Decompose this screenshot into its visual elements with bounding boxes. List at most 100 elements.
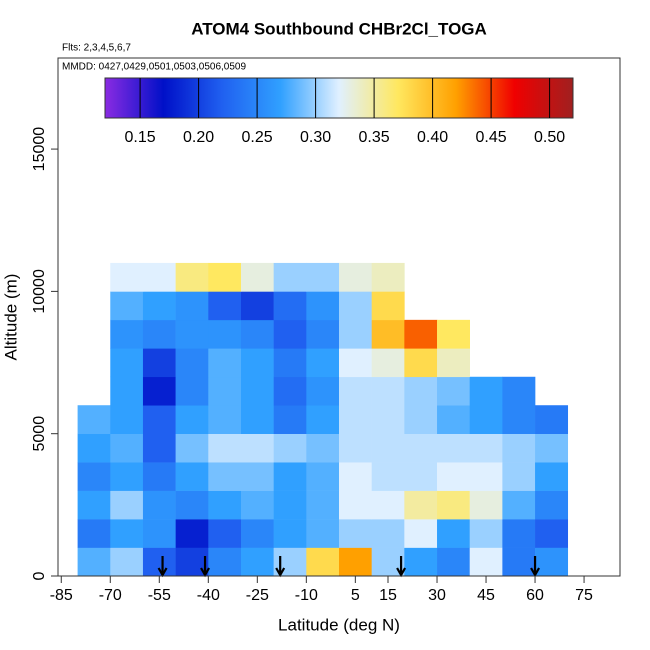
- heatmap-cell: [502, 433, 536, 463]
- heatmap-cell: [142, 291, 176, 321]
- heatmap-cell: [469, 490, 503, 520]
- heatmap-cell: [77, 433, 111, 463]
- heatmap-cell: [208, 376, 242, 406]
- heatmap-cell: [175, 348, 209, 378]
- heatmap-cell: [371, 490, 405, 520]
- x-tick-label: -55: [148, 587, 171, 604]
- heatmap-cell: [240, 462, 274, 491]
- heatmap-cell: [535, 490, 569, 520]
- heatmap-cell: [306, 490, 340, 520]
- y-tick-label: 10000: [31, 269, 48, 314]
- heatmap-cell: [339, 547, 372, 577]
- heatmap-cell: [110, 348, 144, 378]
- heatmap-cell: [404, 547, 438, 577]
- heatmap-cell: [306, 462, 340, 491]
- x-tick-label: 30: [428, 587, 446, 604]
- heatmap-cell: [371, 405, 405, 434]
- heatmap-cell: [437, 405, 470, 434]
- heatmap-cell: [208, 547, 242, 577]
- heatmap-cell: [404, 462, 438, 491]
- heatmap-cell: [404, 433, 438, 463]
- colorbar-tick-label: 0.50: [534, 129, 565, 146]
- heatmap-cell: [502, 405, 536, 434]
- heatmap-cell: [404, 348, 438, 378]
- heatmap-cell: [306, 405, 340, 434]
- heatmap-cell: [273, 490, 307, 520]
- heatmap-cell: [339, 319, 372, 349]
- heatmap-cell: [142, 262, 176, 292]
- colorbar: [104, 77, 574, 119]
- heatmap-cell: [110, 490, 144, 520]
- subtitle: Flts: 2,3,4,5,6,7: [62, 43, 131, 54]
- heatmap-cell: [240, 319, 274, 349]
- heatmap-cell: [469, 519, 503, 548]
- colorbar-tick-label: 0.35: [359, 129, 390, 146]
- heatmap-cell: [110, 547, 144, 577]
- heatmap-cell: [371, 291, 405, 321]
- x-tick-label: 60: [526, 587, 544, 604]
- x-axis-label: Latitude (deg N): [278, 615, 400, 634]
- heatmap-cell: [306, 262, 340, 292]
- heatmap-cell: [437, 490, 470, 520]
- heatmap-cell: [208, 490, 242, 520]
- heatmap-cell: [535, 519, 569, 548]
- colorbar-tick-label: 0.30: [300, 129, 331, 146]
- heatmap-cell: [110, 376, 144, 406]
- x-tick-label: 5: [351, 587, 360, 604]
- heatmap-cell: [77, 547, 111, 577]
- arrow: [275, 556, 286, 578]
- heatmap-cell: [339, 490, 372, 520]
- heatmap-cell: [208, 291, 242, 321]
- x-tick-label: -85: [50, 587, 73, 604]
- heatmap-cell: [208, 462, 242, 491]
- heatmap-cell: [77, 490, 111, 520]
- heatmap-cell: [240, 490, 274, 520]
- x-tick-label: -70: [99, 587, 122, 604]
- heatmap-cell: [142, 405, 176, 434]
- heatmap-cell: [240, 376, 274, 406]
- heatmap-cell: [175, 291, 209, 321]
- x-tick-label: 15: [379, 587, 397, 604]
- heatmap-cell: [306, 519, 340, 548]
- heatmap-cell: [437, 519, 470, 548]
- heatmap-cell: [175, 490, 209, 520]
- heatmap-cell: [240, 291, 274, 321]
- annotation: MMDD: 0427,0429,0501,0503,0506,0509: [62, 62, 246, 73]
- heatmap-cell: [371, 262, 405, 292]
- y-axis-label: Altitude (m): [1, 274, 20, 361]
- heatmap-cell: [110, 433, 144, 463]
- colorbar-tick-label: 0.15: [125, 129, 156, 146]
- heatmap-cell: [142, 547, 176, 577]
- heatmap-cell: [208, 405, 242, 434]
- arrow: [396, 556, 407, 578]
- heatmap-cell: [535, 462, 569, 491]
- heatmap-cell: [77, 462, 111, 491]
- y-tick-label: 15000: [31, 127, 48, 172]
- heatmap-cell: [110, 519, 144, 548]
- heatmap-cell: [273, 262, 307, 292]
- heatmap-cell: [437, 348, 470, 378]
- heatmap-cell: [339, 462, 372, 491]
- y-tick-label: 5000: [31, 416, 48, 452]
- heatmap-cell: [502, 462, 536, 491]
- chart-title: ATOM4 Southbound CHBr2Cl_TOGA: [191, 19, 487, 38]
- heatmap-cell: [339, 376, 372, 406]
- heatmap-cell: [240, 262, 274, 292]
- heatmap-cell: [535, 547, 569, 577]
- heatmap-cell: [339, 262, 372, 292]
- heatmap-cell: [469, 462, 503, 491]
- heatmap-cell: [240, 348, 274, 378]
- heatmap-cell: [371, 376, 405, 406]
- colorbar-tick-label: 0.40: [417, 129, 448, 146]
- heatmap-cell: [175, 433, 209, 463]
- heatmap-cell: [306, 291, 340, 321]
- heatmap-cell: [175, 462, 209, 491]
- heatmap-cell: [240, 405, 274, 434]
- heatmap-cell: [273, 348, 307, 378]
- heatmap-cell: [110, 262, 144, 292]
- x-tick-label: 45: [477, 587, 495, 604]
- heatmap-cell: [175, 405, 209, 434]
- heatmap-cell: [469, 376, 503, 406]
- heatmap-cell: [339, 433, 372, 463]
